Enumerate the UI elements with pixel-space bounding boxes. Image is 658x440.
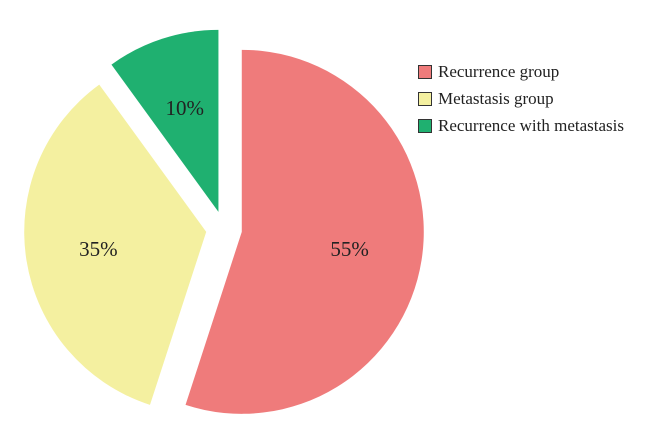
legend-item-recurrence-with-metastasis: Recurrence with metastasis (418, 112, 624, 139)
pie-slices (24, 29, 424, 414)
slice-label-metastasis: 35% (79, 237, 118, 261)
legend-label-recurrence-with-metastasis: Recurrence with metastasis (438, 115, 624, 135)
slice-recurrence (185, 49, 424, 414)
slice-metastasis (24, 84, 207, 405)
legend-label-recurrence: Recurrence group (438, 61, 560, 81)
legend-label-metastasis: Metastasis group (438, 88, 554, 108)
legend: Recurrence group Metastasis group Recurr… (418, 58, 624, 139)
legend-swatch-recurrence-with-metastasis (418, 118, 432, 133)
slice-recurrence-with-metastasis (111, 29, 219, 212)
slice-label-recurrence-with-metastasis: 10% (165, 96, 204, 120)
slice-label-recurrence: 55% (330, 237, 369, 261)
legend-swatch-metastasis (418, 91, 432, 106)
legend-item-metastasis: Metastasis group (418, 85, 624, 112)
pie-slice-labels: 55% 35% 10% (79, 96, 369, 261)
legend-swatch-recurrence (418, 64, 432, 79)
legend-item-recurrence: Recurrence group (418, 58, 624, 85)
